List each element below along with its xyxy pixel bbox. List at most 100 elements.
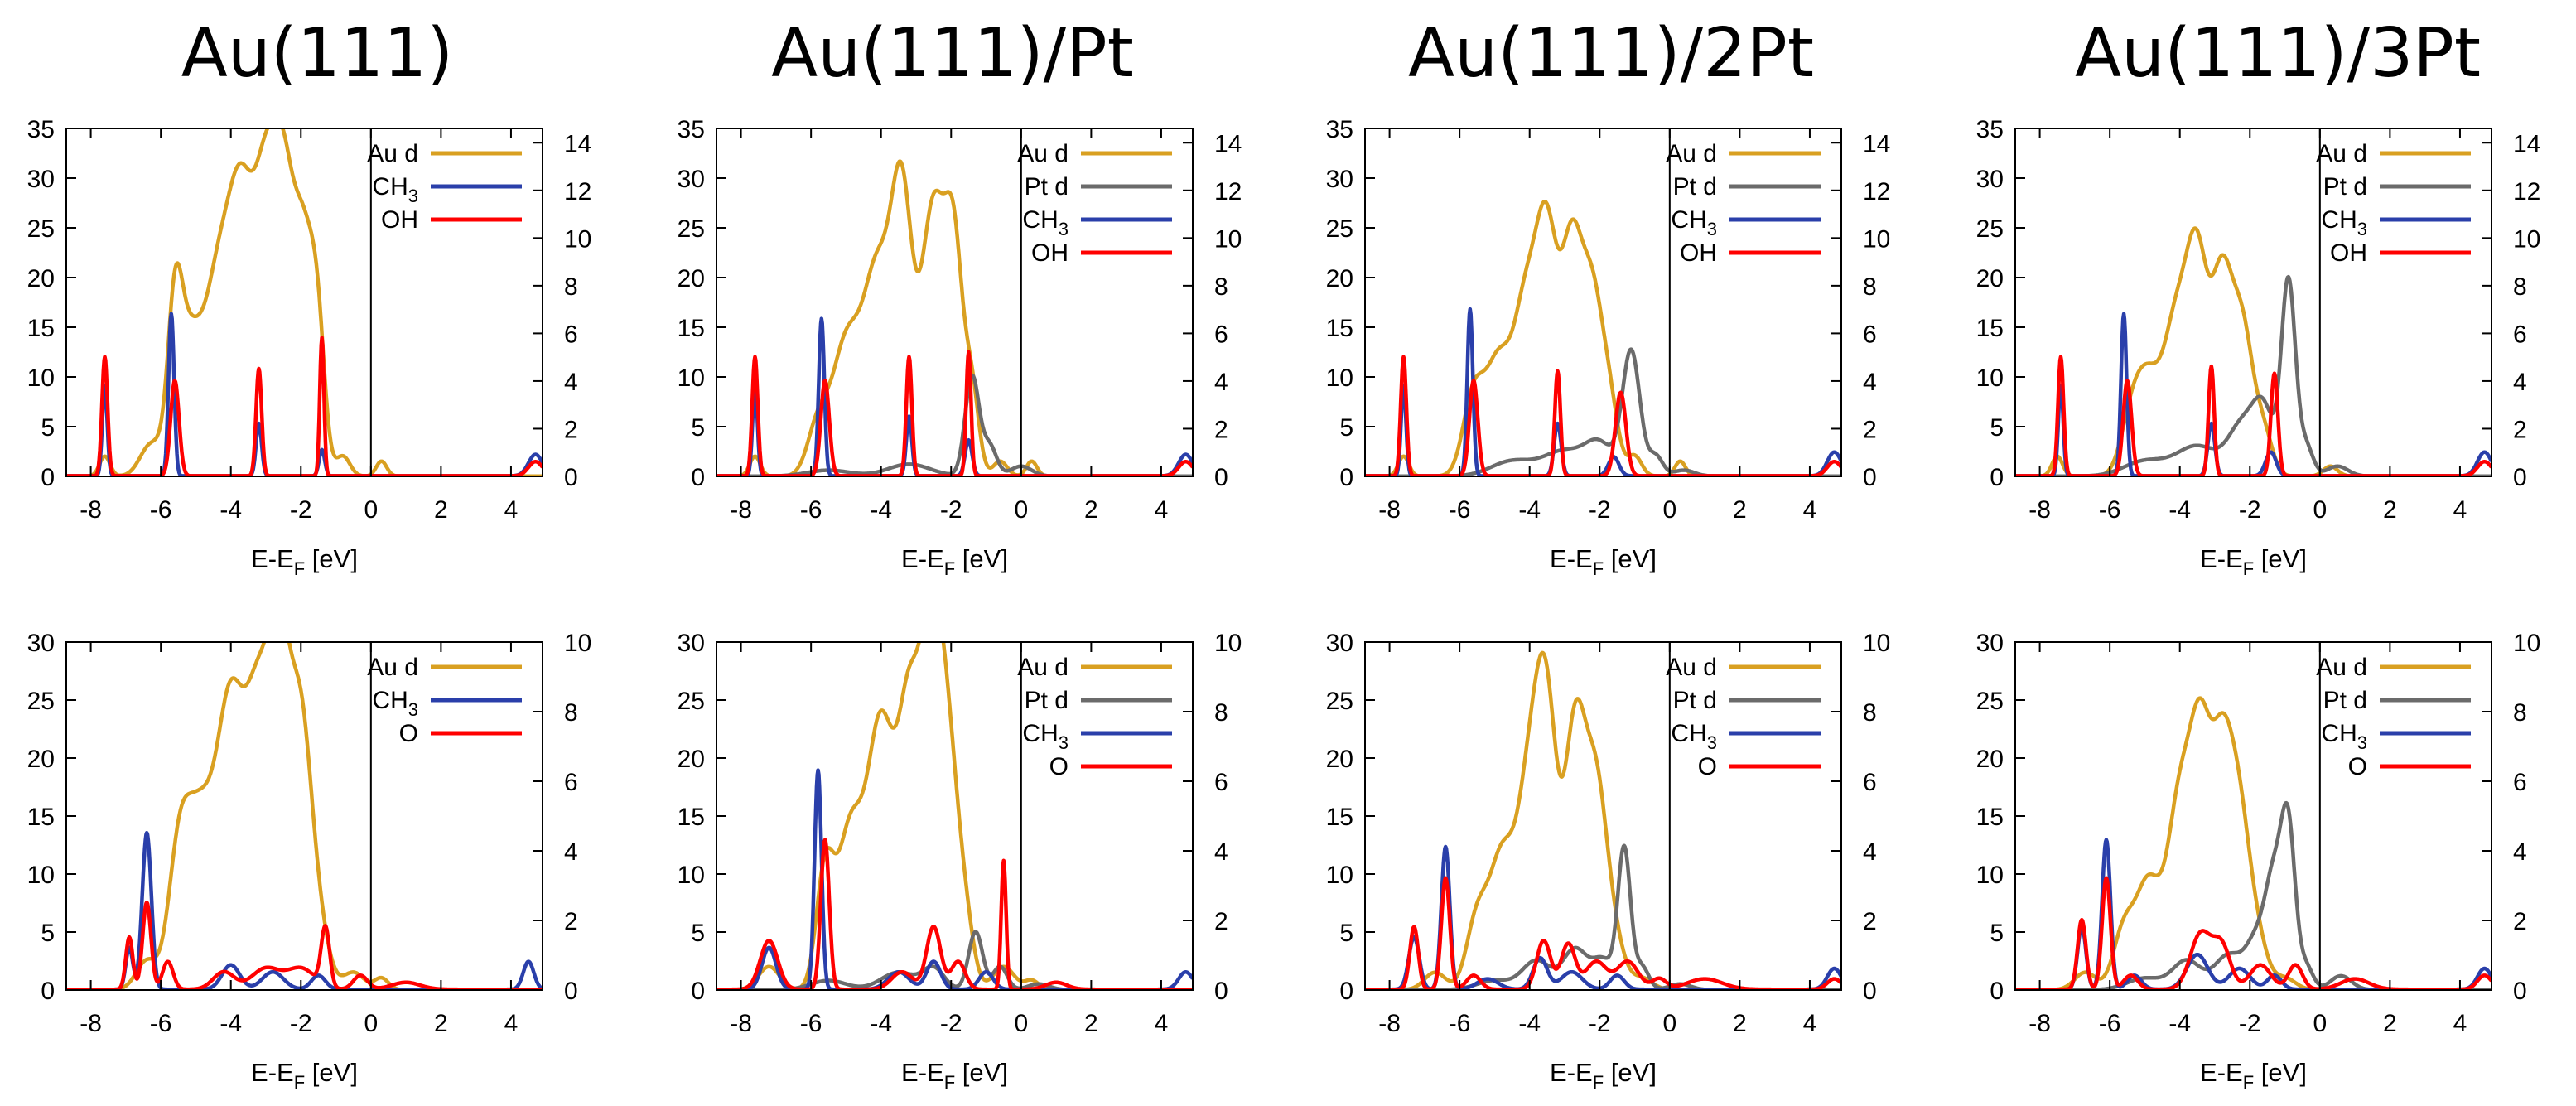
y-tick-label: 10 [678, 365, 705, 392]
x-tick-label: -8 [80, 1010, 102, 1037]
y-tick-label: 25 [27, 688, 55, 715]
y2-tick-label: 8 [2513, 699, 2527, 727]
y-tick-label: 5 [1339, 920, 1353, 947]
legend-label-ch3: CH3 [1022, 720, 1069, 753]
x-tick-label: 2 [1084, 496, 1098, 524]
series-au_d [716, 159, 1193, 476]
series-oh [66, 336, 543, 476]
y-tick-label: 10 [678, 862, 705, 889]
y-tick-label: 0 [691, 978, 705, 1005]
y-tick-label: 15 [27, 315, 55, 342]
x-axis-label-sub: F [294, 1072, 305, 1093]
curves [66, 128, 543, 476]
series-ch3 [716, 768, 1193, 990]
x-tick-label: 4 [1155, 1010, 1169, 1037]
curves [1365, 199, 1841, 476]
x-tick-label: -8 [730, 1010, 752, 1037]
legend-label-pt_d: Pt d [2323, 173, 2367, 200]
y2-tick-label: 8 [1863, 273, 1877, 301]
series-ch3 [716, 316, 1193, 476]
y2-tick-label: 12 [2513, 178, 2540, 205]
series-pt_d [716, 930, 1193, 990]
x-tick-label: -2 [940, 1010, 962, 1037]
y2-tick-label: 10 [1863, 225, 1890, 253]
x-axis-label: E-EF [eV] [251, 1058, 358, 1093]
plot-frame [65, 641, 543, 991]
x-axis-label-unit: [eV] [1604, 544, 1657, 573]
y2-tick-label: 0 [1214, 978, 1228, 1005]
y-tick-label: 20 [1976, 265, 2004, 292]
x-tick-label: 4 [504, 1010, 519, 1037]
legend-label-au_d: Au d [2316, 654, 2367, 681]
x-axis-label-main: E-E [1550, 1058, 1593, 1087]
y2-tick-label: 2 [2513, 908, 2527, 935]
x-axis-label-main: E-E [2200, 1058, 2243, 1087]
plot-frame [716, 641, 1194, 991]
y-tick-label: 10 [1976, 862, 2004, 889]
y2-tick-label: 14 [564, 130, 591, 157]
series-o [1365, 876, 1841, 990]
y2-tick-label: 4 [1863, 369, 1877, 396]
x-tick-label: 2 [1084, 1010, 1098, 1037]
plot-frame [1364, 128, 1842, 477]
y2-tick-label: 6 [2513, 769, 2527, 796]
series-ch3 [2015, 312, 2492, 476]
y-tick-label: 25 [1326, 688, 1353, 715]
y2-tick-label: 6 [564, 769, 578, 796]
x-tick-label: 2 [1733, 1010, 1747, 1037]
y-tick-label: 30 [678, 166, 705, 193]
x-tick-label: -2 [290, 496, 312, 524]
x-tick-label: -4 [219, 496, 242, 524]
y2-tick-label: 2 [1863, 416, 1877, 443]
legend-label-ch3: CH3 [372, 173, 418, 206]
x-tick-label: -6 [1449, 1010, 1471, 1037]
legend-label-o: O [399, 720, 418, 747]
x-tick-label: 0 [1662, 1010, 1676, 1037]
y-tick-label: 35 [1326, 116, 1353, 143]
y2-tick-label: 10 [1214, 225, 1242, 253]
legend-label-oh: OH [1680, 239, 1717, 267]
y-tick-label: 25 [27, 215, 55, 243]
y2-tick-label: 2 [1214, 416, 1228, 443]
panel-top-2pt: -8 -6 -4 -2 0 2 4 0 5 10 15 20 25 30 35 0 2 4 6 8 10 12 14 E-EF… [1326, 116, 1891, 579]
y2-tick-label: 10 [2513, 630, 2540, 657]
legend-label-pt_d: Pt d [1673, 687, 1717, 714]
series-o [716, 838, 1193, 990]
y-tick-label: 5 [41, 920, 55, 947]
x-tick-label: -2 [2239, 496, 2261, 524]
x-axis-label-main: E-E [901, 1058, 944, 1087]
panel-bot-au111: -8 -6 -4 -2 0 2 4 0 5 10 15 20 25 30 0 2 4 6 8 10 E-EF [eV] A… [27, 630, 592, 1093]
y-tick-label: 5 [41, 414, 55, 442]
x-tick-label: 2 [434, 1010, 448, 1037]
legend-label-au_d: Au d [1666, 654, 1717, 681]
x-axis-label-sub: F [944, 558, 955, 579]
y-tick-label: 25 [1326, 215, 1353, 243]
x-axis-label-sub: F [1593, 558, 1604, 579]
y2-tick-label: 4 [1214, 369, 1228, 396]
x-axis-label-main: E-E [251, 1058, 294, 1087]
series-pt_d [1365, 347, 1841, 476]
y-tick-label: 30 [1326, 166, 1353, 193]
y-tick-label: 30 [27, 630, 55, 657]
legend-label-ch3: CH3 [1671, 206, 1717, 239]
y-tick-label: 5 [691, 920, 705, 947]
y2-tick-label: 14 [2513, 130, 2540, 157]
y-tick-label: 15 [678, 315, 705, 342]
y-tick-label: 0 [1990, 464, 2004, 491]
y-tick-label: 15 [1976, 804, 2004, 831]
y2-tick-label: 0 [2513, 978, 2527, 1005]
x-tick-label: 4 [504, 496, 519, 524]
y-tick-label: 0 [1990, 978, 2004, 1005]
legend-label-oh: OH [2330, 239, 2367, 267]
y-tick-label: 0 [41, 464, 55, 491]
y2-tick-label: 4 [2513, 369, 2527, 396]
legend-label-au_d: Au d [367, 654, 418, 681]
x-tick-label: 0 [364, 1010, 378, 1037]
y-tick-label: 5 [1339, 414, 1353, 442]
y2-tick-label: 14 [1214, 130, 1242, 157]
panel-top-3pt: -8 -6 -4 -2 0 2 4 0 5 10 15 20 25 30 35 0 2 4 6 8 10 12 14 E-EF… [1976, 116, 2541, 579]
x-axis-label-main: E-E [901, 544, 944, 573]
